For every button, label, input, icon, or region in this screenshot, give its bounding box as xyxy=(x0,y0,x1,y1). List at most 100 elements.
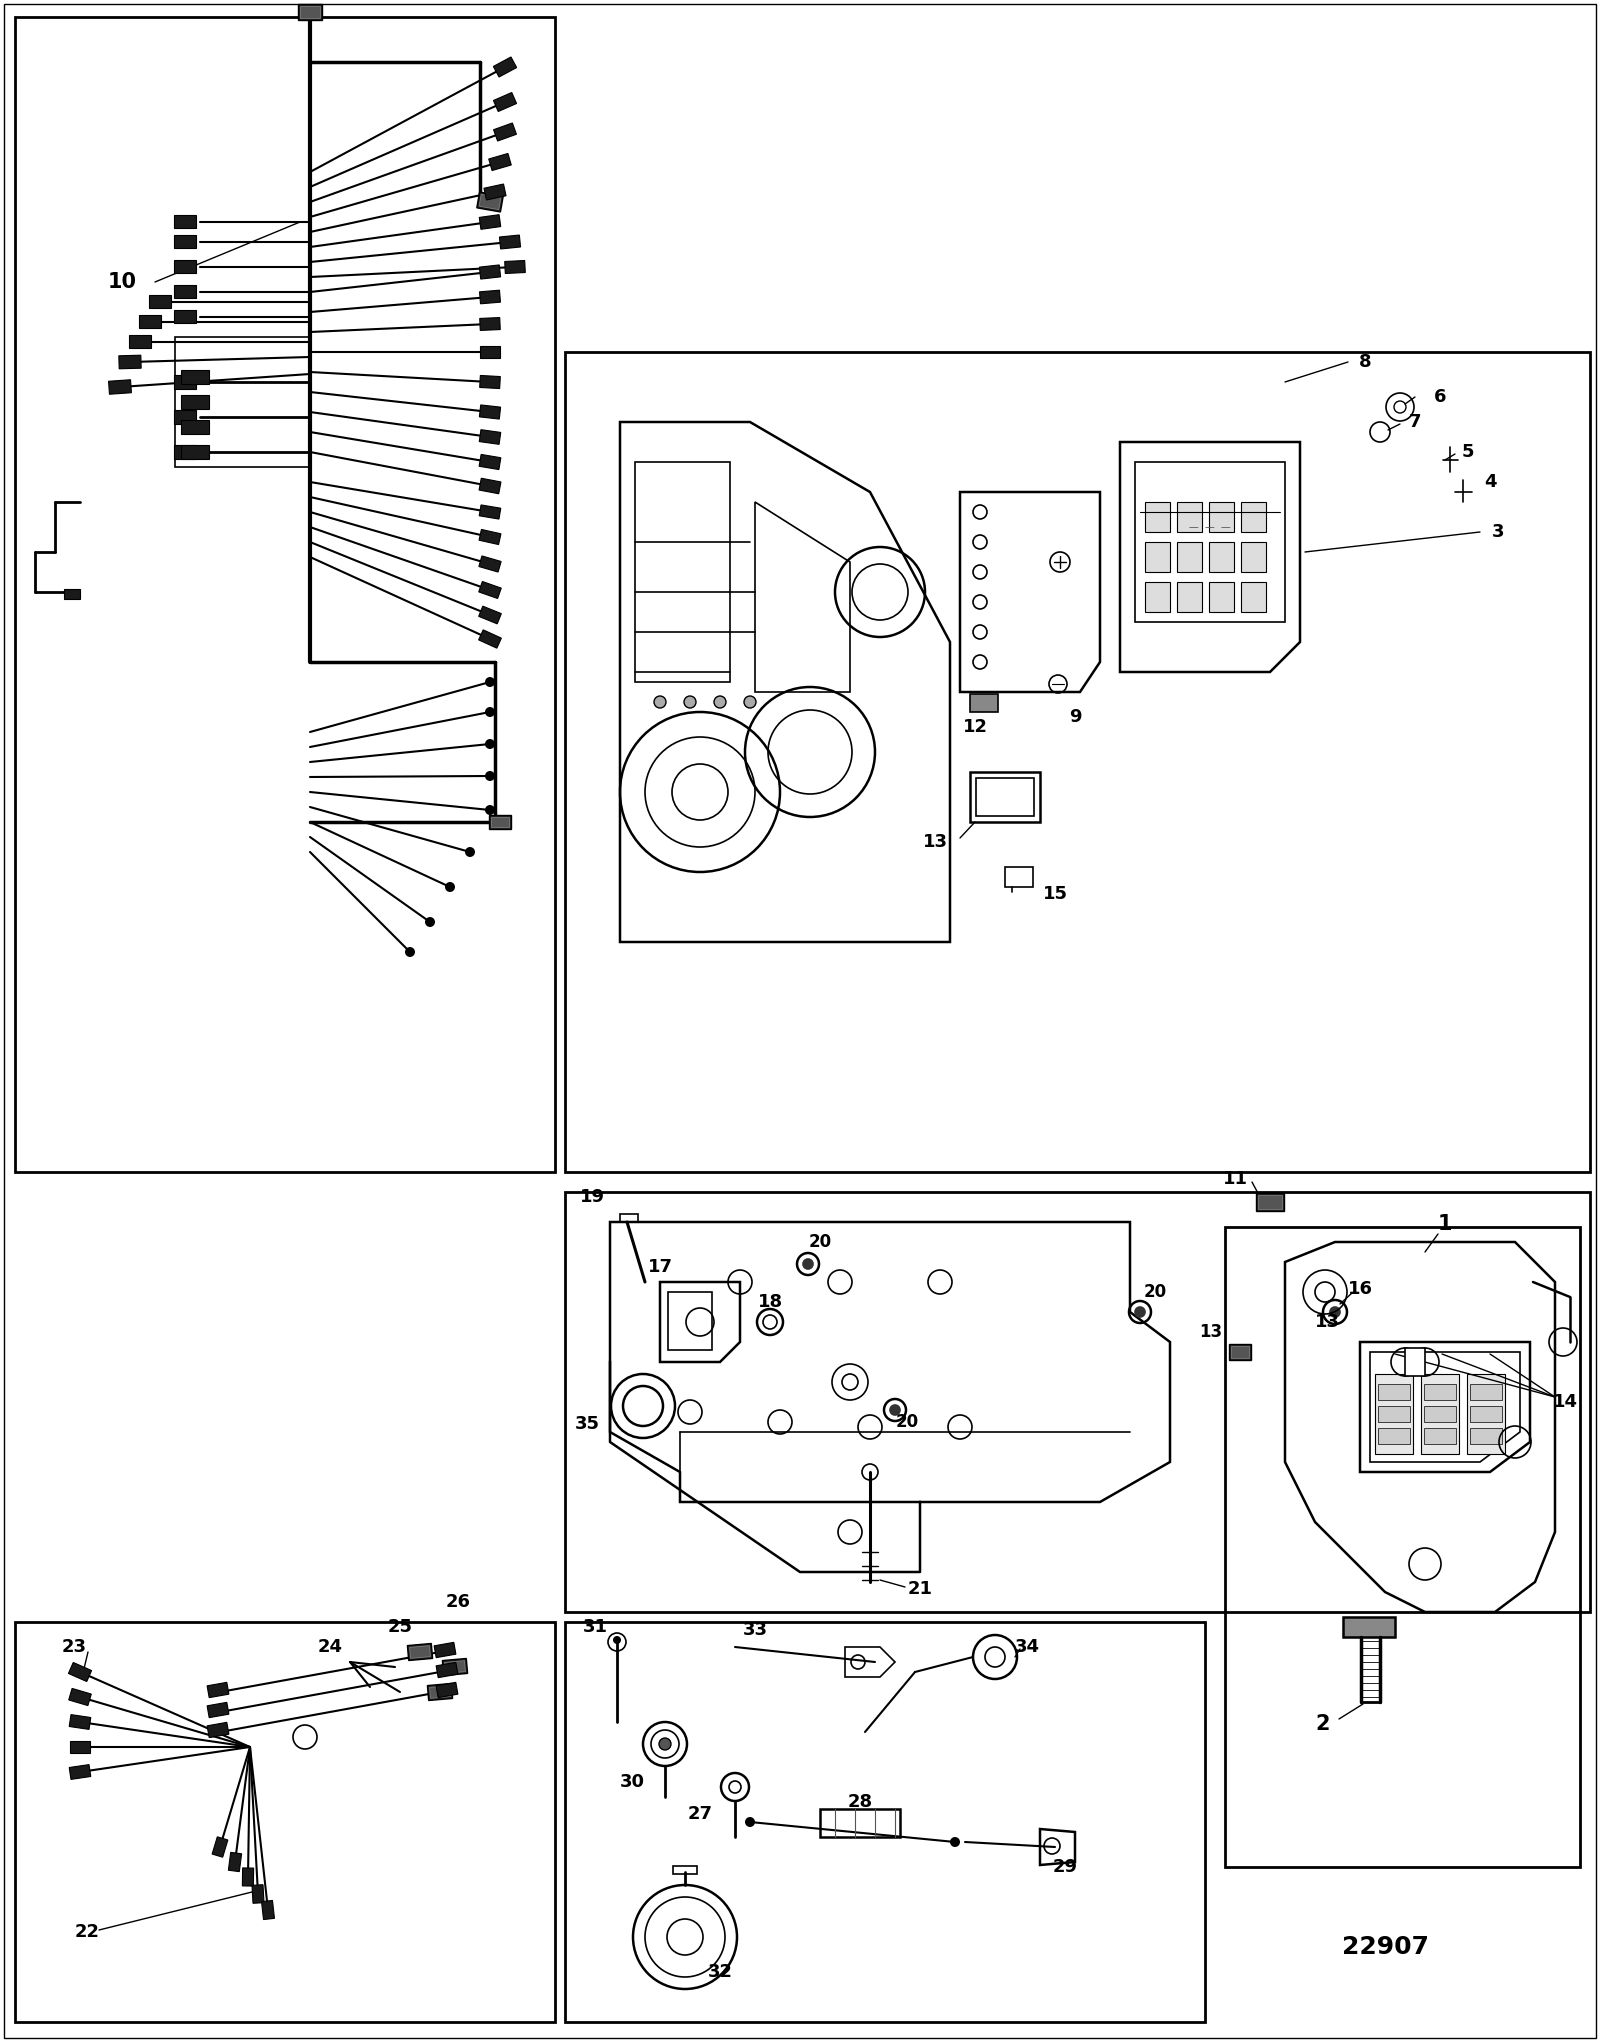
Bar xyxy=(478,478,501,494)
Text: 8: 8 xyxy=(1358,353,1371,372)
Circle shape xyxy=(613,1636,621,1644)
Bar xyxy=(253,1885,264,1903)
Bar xyxy=(434,1642,456,1658)
Bar xyxy=(493,123,517,141)
Bar xyxy=(970,694,998,713)
Bar xyxy=(149,296,171,308)
Bar xyxy=(442,1658,467,1676)
Circle shape xyxy=(485,739,494,749)
Bar xyxy=(1378,1384,1410,1401)
Text: 15: 15 xyxy=(1043,884,1067,903)
Bar xyxy=(1467,1374,1506,1454)
Text: 9: 9 xyxy=(1069,709,1082,727)
Text: 4: 4 xyxy=(1483,474,1496,490)
Bar xyxy=(261,1901,275,1919)
Bar xyxy=(181,445,210,459)
Bar xyxy=(499,235,520,249)
Text: 13: 13 xyxy=(923,833,947,852)
Bar xyxy=(437,1683,458,1697)
Bar xyxy=(109,380,131,394)
Text: 20: 20 xyxy=(1144,1282,1166,1301)
Bar xyxy=(206,1703,229,1717)
Circle shape xyxy=(466,847,475,858)
Bar xyxy=(181,421,210,435)
Bar xyxy=(819,1809,899,1838)
Text: 28: 28 xyxy=(848,1793,872,1811)
Bar xyxy=(1230,1346,1250,1358)
Bar xyxy=(429,1685,451,1699)
Bar xyxy=(565,351,1590,1172)
Text: 32: 32 xyxy=(707,1962,733,1981)
Bar xyxy=(1470,1427,1502,1444)
Text: 23: 23 xyxy=(62,1638,86,1656)
Circle shape xyxy=(685,696,696,709)
Bar xyxy=(181,370,210,384)
Bar xyxy=(1229,1344,1251,1360)
Bar xyxy=(970,772,1040,823)
Bar xyxy=(206,1683,229,1697)
Bar xyxy=(1378,1427,1410,1444)
Circle shape xyxy=(746,1817,755,1828)
Bar xyxy=(504,261,525,274)
Bar xyxy=(70,1742,90,1752)
Bar xyxy=(480,429,501,445)
Text: 19: 19 xyxy=(579,1188,605,1207)
Text: 11: 11 xyxy=(1222,1170,1248,1188)
Text: 17: 17 xyxy=(648,1258,672,1276)
Bar xyxy=(480,265,501,280)
Bar xyxy=(298,4,322,20)
Text: 14: 14 xyxy=(1552,1393,1578,1411)
Bar xyxy=(1178,541,1202,572)
Bar xyxy=(1374,1374,1413,1454)
Text: 20: 20 xyxy=(896,1413,918,1431)
Bar xyxy=(1146,541,1170,572)
Bar xyxy=(480,376,501,388)
Circle shape xyxy=(803,1260,813,1268)
Bar xyxy=(483,184,506,200)
Circle shape xyxy=(659,1738,670,1750)
Text: 31: 31 xyxy=(582,1617,608,1636)
Bar xyxy=(1470,1384,1502,1401)
Text: 20: 20 xyxy=(808,1233,832,1252)
Bar xyxy=(118,355,141,370)
Text: 22: 22 xyxy=(75,1924,99,1942)
Text: 13: 13 xyxy=(1315,1313,1341,1331)
Bar xyxy=(621,1215,638,1221)
Bar xyxy=(69,1662,91,1681)
Circle shape xyxy=(714,696,726,709)
Bar xyxy=(69,1764,91,1779)
Bar xyxy=(1242,541,1266,572)
Text: 26: 26 xyxy=(445,1593,470,1611)
Text: 22907: 22907 xyxy=(1341,1936,1429,1958)
Bar xyxy=(242,1868,254,1887)
Bar xyxy=(174,376,195,388)
Bar xyxy=(181,394,210,408)
Bar xyxy=(478,194,501,210)
Bar xyxy=(674,1866,698,1875)
Bar xyxy=(174,310,195,323)
Text: 25: 25 xyxy=(387,1617,413,1636)
Bar xyxy=(478,555,501,572)
Circle shape xyxy=(1134,1307,1146,1317)
Circle shape xyxy=(426,917,435,927)
Bar xyxy=(130,335,150,349)
Circle shape xyxy=(950,1838,960,1848)
Bar xyxy=(480,319,501,331)
Circle shape xyxy=(485,772,494,780)
Circle shape xyxy=(485,707,494,717)
Bar xyxy=(1405,1348,1426,1376)
Bar xyxy=(565,1621,1205,2022)
Text: 3: 3 xyxy=(1491,523,1504,541)
Bar xyxy=(1378,1407,1410,1421)
Text: 6: 6 xyxy=(1434,388,1446,406)
Circle shape xyxy=(654,696,666,709)
Bar xyxy=(477,192,504,212)
Text: 21: 21 xyxy=(907,1581,933,1599)
Text: 29: 29 xyxy=(1053,1858,1077,1877)
Text: 35: 35 xyxy=(574,1415,600,1433)
Bar xyxy=(1421,1374,1459,1454)
Bar xyxy=(480,345,499,357)
Bar xyxy=(478,455,501,470)
Bar xyxy=(1342,1617,1395,1638)
Bar xyxy=(478,529,501,545)
